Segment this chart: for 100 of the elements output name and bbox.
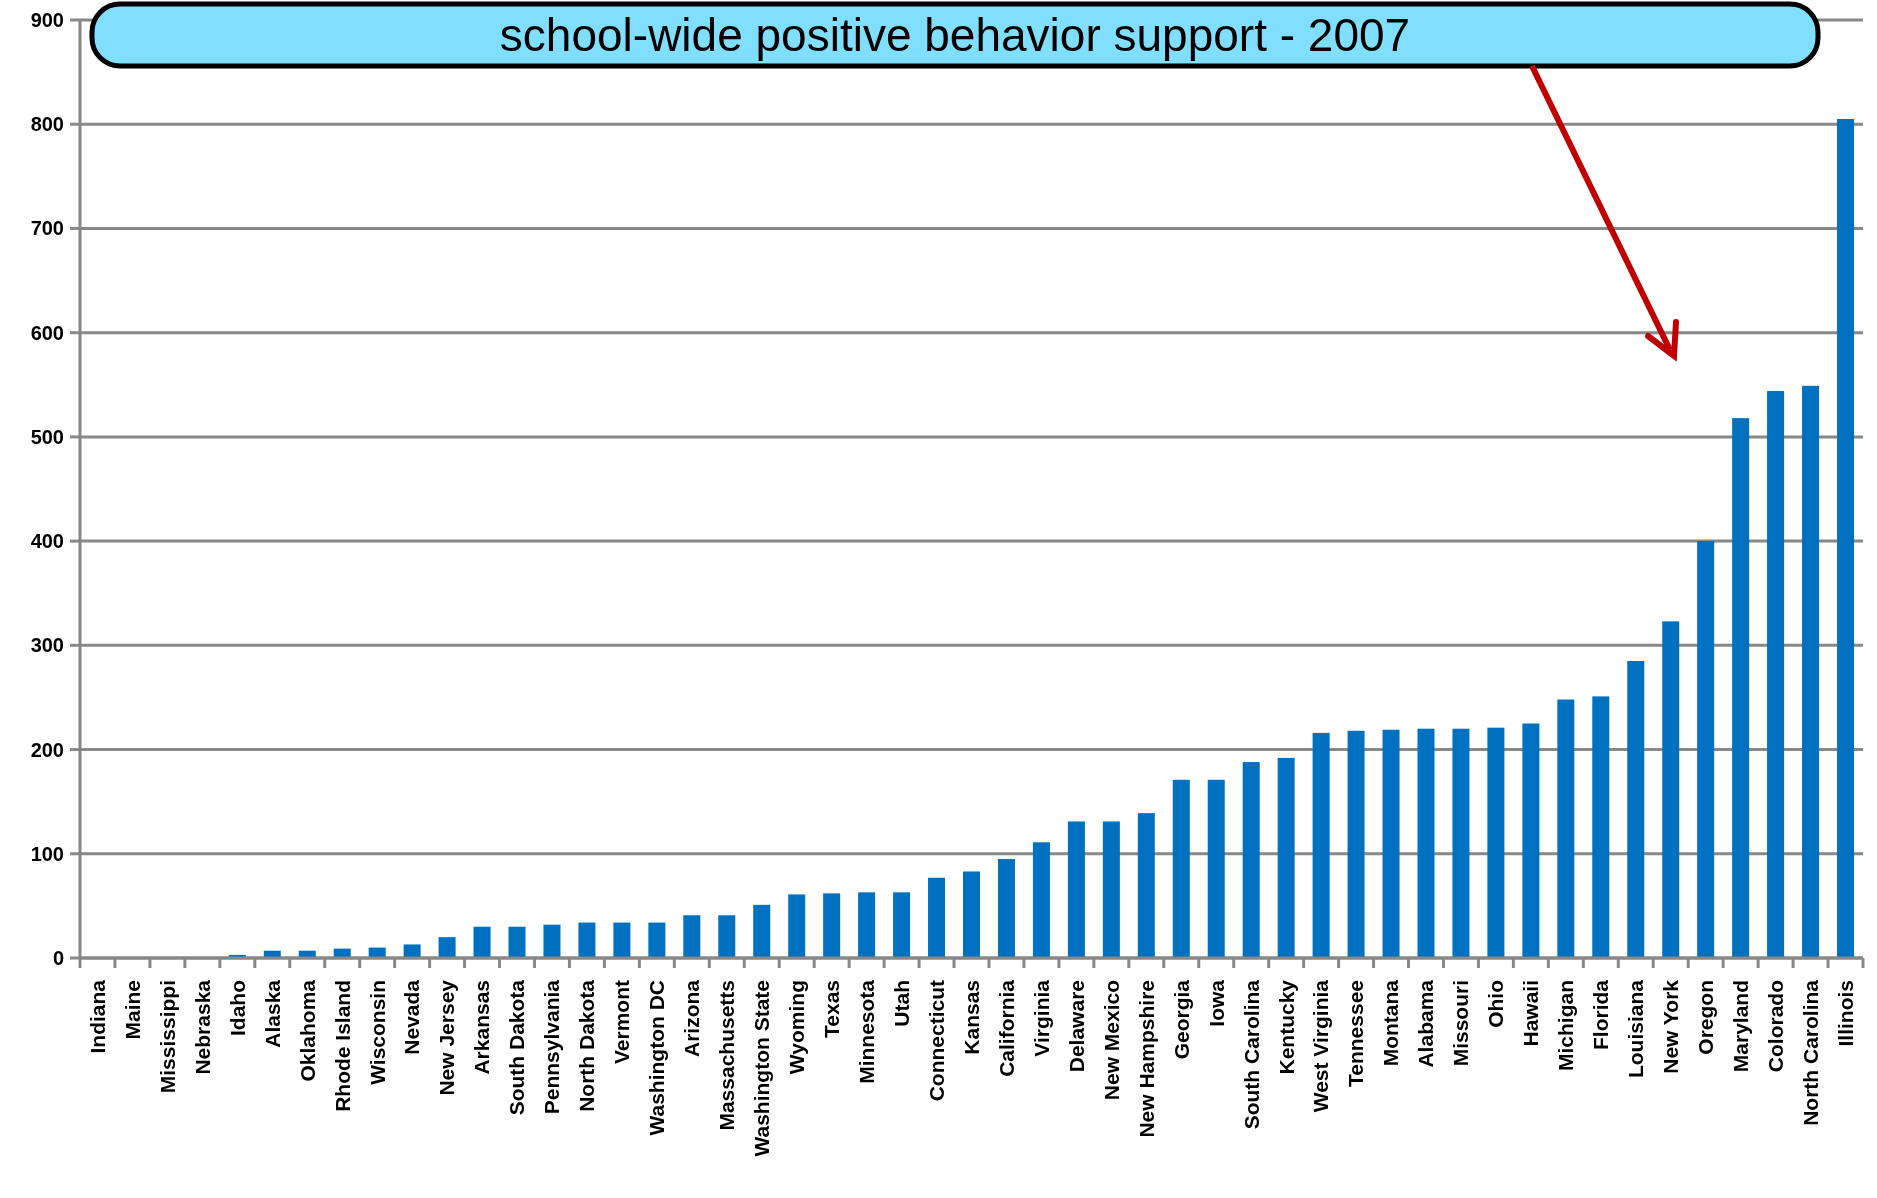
bar (718, 915, 736, 958)
x-tick-label: Connecticut (924, 980, 948, 1102)
bar (1277, 757, 1295, 958)
bar (928, 877, 946, 958)
x-tick-label: Nebraska (190, 979, 214, 1075)
bar (543, 924, 561, 958)
x-tick-label: Michigan (1554, 980, 1578, 1072)
x-tick-label: New Hampshire (1134, 980, 1158, 1138)
bar (858, 892, 876, 958)
x-tick-label: Louisiana (1624, 979, 1648, 1079)
x-tick-label: Minnesota (854, 979, 878, 1084)
bar (1802, 385, 1820, 958)
x-tick-label: Tennessee (1344, 980, 1368, 1087)
x-tick-label: Arizona (680, 979, 704, 1058)
x-tick-label: Vermont (610, 980, 634, 1065)
bar (1312, 732, 1330, 958)
y-tick-label: 600 (30, 321, 64, 344)
bar (1452, 728, 1470, 958)
bar (1557, 699, 1575, 958)
x-tick-label: Nevada (400, 979, 424, 1055)
x-tick-label: Wisconsin (365, 980, 389, 1085)
x-tick-label: Texas (820, 980, 844, 1038)
bar (648, 922, 666, 958)
bar (1032, 842, 1050, 958)
x-tick-label: Delaware (1064, 980, 1088, 1073)
x-tick-label: Maryland (1728, 980, 1752, 1073)
x-tick-label: Alaska (260, 979, 284, 1048)
x-tick-label: Idaho (225, 980, 249, 1036)
x-tick-label: Kansas (959, 980, 983, 1055)
bar (1522, 723, 1540, 958)
x-tick-label: Illinois (1833, 980, 1857, 1047)
bar (1137, 813, 1155, 958)
x-tick-label: New York (1659, 979, 1683, 1074)
x-tick-label: Georgia (1169, 979, 1193, 1060)
bar (1417, 728, 1435, 958)
bar (613, 922, 631, 958)
x-tick-label: Mississippi (155, 980, 179, 1094)
bar (893, 892, 911, 958)
y-tick-label: 0 (52, 947, 64, 969)
bar (403, 944, 421, 958)
y-tick-label: 900 (30, 9, 64, 31)
bar (1242, 762, 1260, 958)
chart-title: school-wide positive behavior support - 2007 (499, 9, 1411, 62)
x-tick-label: Arkansas (470, 980, 494, 1075)
y-tick-label: 700 (30, 217, 64, 240)
x-tick-label: New Jersey (435, 979, 459, 1096)
x-tick-label: Alabama (1414, 979, 1438, 1068)
x-tick-label: Kentucky (1274, 979, 1298, 1075)
bar (788, 894, 806, 958)
x-tick-label: Rhode Island (330, 980, 354, 1112)
x-tick-label: Washington DC (645, 980, 669, 1136)
x-tick-label: Pennsylvania (540, 979, 564, 1115)
bar (1697, 541, 1715, 958)
y-tick-label: 200 (30, 738, 64, 761)
bar (473, 926, 491, 958)
x-tick-label: Colorado (1763, 980, 1787, 1073)
y-tick-label: 500 (30, 425, 64, 448)
bar (1207, 779, 1225, 958)
bar (1347, 730, 1365, 958)
bar (1837, 119, 1855, 958)
x-tick-label: Utah (889, 980, 913, 1027)
bar (753, 904, 771, 958)
bar (438, 937, 456, 958)
x-tick-label: South Dakota (505, 979, 529, 1116)
y-tick-label: 800 (30, 113, 64, 136)
bar (1767, 391, 1785, 958)
bar (963, 871, 980, 958)
bar (1382, 729, 1400, 958)
bar (1102, 821, 1120, 958)
bar (683, 915, 701, 958)
x-tick-label: Iowa (1204, 979, 1228, 1027)
x-tick-label: South Carolina (1239, 979, 1263, 1130)
y-tick-label: 300 (30, 634, 64, 657)
bar (823, 893, 841, 958)
x-tick-label: Ohio (1484, 980, 1508, 1028)
x-tick-label: California (994, 979, 1018, 1077)
x-tick-label: Oklahoma (295, 979, 319, 1082)
bar (1592, 696, 1610, 958)
x-tick-label: Wyoming (785, 980, 809, 1075)
x-tick-label: Missouri (1449, 980, 1473, 1067)
bar (1172, 779, 1190, 958)
x-tick-label: West Virginia (1309, 979, 1333, 1113)
bar (1662, 621, 1680, 958)
x-tick-label: North Carolina (1798, 979, 1822, 1126)
x-tick-label: Indiana (85, 979, 109, 1054)
bar (1627, 660, 1645, 958)
bar (508, 926, 526, 958)
x-tick-label: Virginia (1029, 979, 1053, 1057)
x-tick-label: Massachusetts (715, 980, 739, 1131)
bar (578, 922, 596, 958)
y-tick-label: 400 (30, 530, 64, 553)
bar (1067, 821, 1085, 958)
x-tick-label: Montana (1379, 979, 1403, 1067)
bar (997, 858, 1015, 958)
x-tick-label: Hawaii (1519, 980, 1543, 1047)
bar (1732, 418, 1750, 958)
bar (1487, 727, 1505, 958)
x-tick-label: North Dakota (575, 979, 599, 1112)
x-tick-label: Oregon (1694, 980, 1718, 1055)
x-tick-label: Washington State (750, 980, 774, 1157)
